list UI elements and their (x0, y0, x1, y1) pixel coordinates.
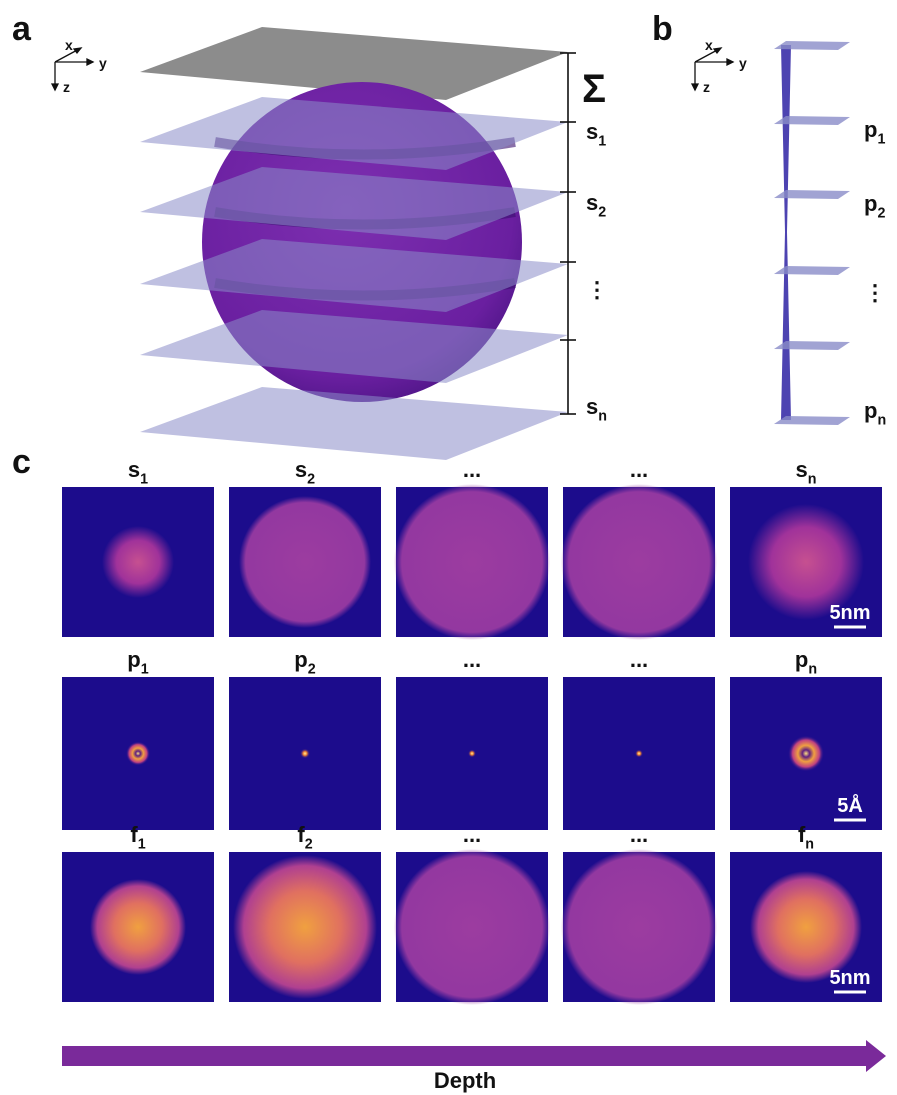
slice-plane (774, 41, 850, 50)
image-title: ... (630, 822, 648, 847)
image-title-main: s (796, 457, 808, 482)
panel-label: a (12, 10, 32, 48)
image-title-sub: n (808, 662, 817, 678)
image-blob (102, 526, 174, 598)
image-blob (90, 879, 186, 975)
slice-label-sub: 1 (877, 132, 885, 148)
image-title-main: ... (630, 647, 648, 672)
panel-label: c (12, 443, 31, 481)
axis-label: y (99, 55, 107, 71)
slice-label-sub: 2 (877, 206, 885, 222)
image-title-sub: 1 (140, 472, 148, 488)
figure: axyzΣs1s2⋮snbxyzp1p2⋮pncs1s2......sn5nmp… (0, 0, 897, 1095)
slice-label: s2 (586, 190, 606, 221)
image-title-main: s (128, 457, 140, 482)
image-title: ... (463, 457, 481, 482)
axis-label: y (739, 55, 747, 71)
slice-label-sub: n (877, 413, 886, 429)
image-blob (468, 750, 476, 758)
image-title: ... (463, 822, 481, 847)
image-blob (635, 750, 643, 758)
slice-label: ⋮ (864, 280, 886, 305)
slice-label-sub: 1 (598, 134, 606, 150)
image-blob (300, 749, 310, 759)
axis-label: z (703, 79, 710, 95)
image-title: s1 (128, 457, 148, 488)
slice-label: p2 (864, 191, 885, 222)
slice-label-main: ⋮ (586, 277, 608, 302)
slice-plane (774, 416, 850, 425)
image-title: ... (630, 647, 648, 672)
image-title: ... (630, 457, 648, 482)
image-blob (394, 484, 550, 640)
image-blob (239, 496, 371, 628)
image-title-sub: 1 (141, 662, 149, 678)
image-blob (561, 849, 717, 1005)
scale-bar-label: 5nm (829, 602, 870, 624)
scale-bar-label: 5Å (837, 793, 863, 817)
slice-plane (774, 116, 850, 125)
axes-icon (692, 48, 733, 90)
slice-plane (140, 387, 568, 460)
image-blob (394, 849, 550, 1005)
slice-label: s1 (586, 119, 606, 150)
image-title: pn (795, 647, 817, 678)
image-title: sn (796, 457, 817, 488)
image-title-main: s (295, 457, 307, 482)
image-title-sub: 2 (305, 837, 313, 853)
image-title-main: p (294, 647, 307, 672)
arrowheads (52, 48, 93, 90)
image-title-main: p (795, 647, 808, 672)
axis-label: z (63, 79, 70, 95)
image-blob (788, 736, 824, 772)
image-blob (561, 484, 717, 640)
image-title-main: ... (630, 822, 648, 847)
slice-label-main: p (864, 398, 877, 423)
axes-icon (52, 48, 93, 90)
slice-label-main: s (586, 394, 598, 419)
arrow-label: Depth (434, 1068, 496, 1093)
depth-bracket (560, 53, 576, 414)
image-title: s2 (295, 457, 315, 488)
image-title: p2 (294, 647, 315, 678)
slice-label: p1 (864, 117, 885, 148)
slice-label: ⋮ (586, 277, 608, 302)
slice-label-main: ⋮ (864, 280, 886, 305)
image-blob (233, 855, 377, 999)
axis-label: x (65, 37, 73, 53)
slice-plane (774, 266, 850, 275)
image-title-main: ... (463, 457, 481, 482)
arrowheads (692, 48, 733, 90)
slice-label-sub: 2 (598, 205, 606, 221)
slice-plane (140, 310, 568, 383)
image-title: p1 (127, 647, 148, 678)
slice-label-sub: n (598, 409, 607, 425)
image-blob (126, 742, 150, 766)
image-title: ... (463, 647, 481, 672)
scale-bar-label: 5nm (829, 967, 870, 989)
image-title-sub: n (805, 837, 814, 853)
slice-label: pn (864, 398, 886, 429)
image-title-sub: 2 (308, 662, 316, 678)
image-title-sub: n (808, 472, 817, 488)
image-title-main: ... (630, 457, 648, 482)
image-title-main: ... (463, 647, 481, 672)
beam (781, 45, 791, 420)
image-title-main: p (127, 647, 140, 672)
slice-label-main: s (586, 119, 598, 144)
slice-plane (774, 341, 850, 350)
slice-label-main: p (864, 191, 877, 216)
image-title-sub: 2 (307, 472, 315, 488)
slice-plane (140, 97, 568, 170)
sum-symbol: Σ (582, 67, 606, 111)
slice-label-main: s (586, 190, 598, 215)
image-title-main: ... (463, 822, 481, 847)
panel-label: b (652, 10, 673, 48)
image-title-sub: 1 (138, 837, 146, 853)
slice-label-main: p (864, 117, 877, 142)
axis-label: x (705, 37, 713, 53)
slice-label: sn (586, 394, 607, 425)
slice-plane (774, 190, 850, 199)
